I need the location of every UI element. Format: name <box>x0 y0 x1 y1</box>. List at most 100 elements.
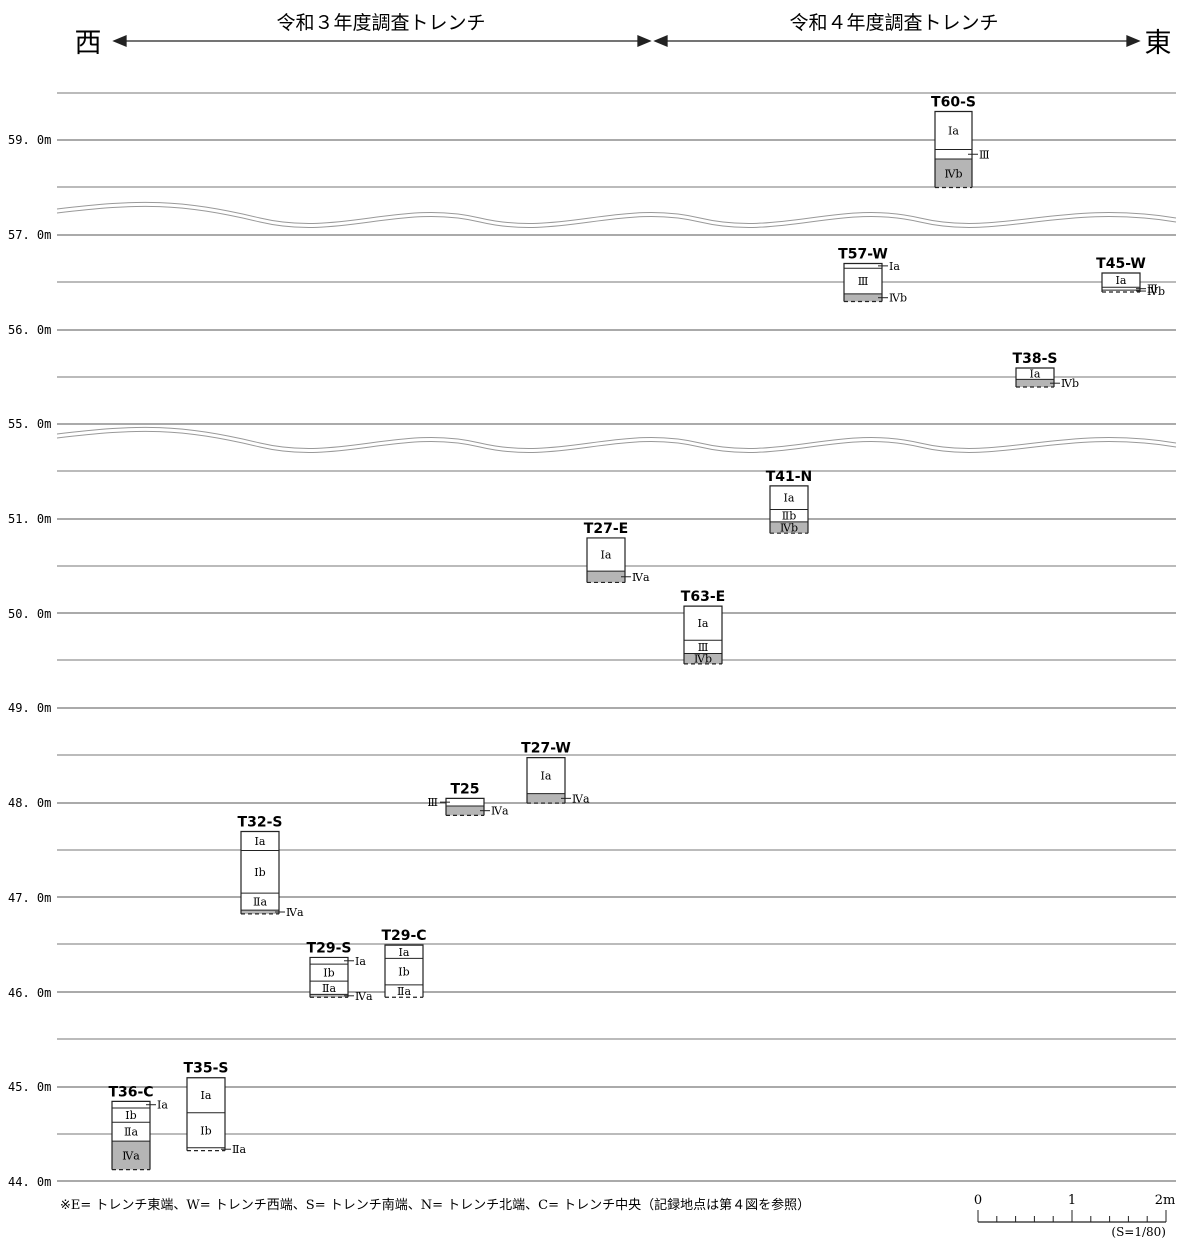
layer-label: Ⅳa <box>286 906 304 919</box>
layer-label: Ⅰa <box>948 125 959 138</box>
west-label: 西 <box>75 28 102 59</box>
trench-columns: T60-SⅠaⅢⅣbT45-WⅠaⅢⅣbT57-WⅠaⅢⅣbT38-SⅠaⅣbT… <box>108 95 1165 1171</box>
trench-t60-s: T60-S Ⅰa Ⅲ Ⅳb <box>931 95 990 189</box>
trench-outline <box>309 956 349 998</box>
trench-outline <box>586 537 626 583</box>
trench-id-label: T60-S <box>931 95 976 111</box>
trench-id-label: T29-C <box>381 928 426 944</box>
trench-id-label: T45-W <box>1096 256 1146 272</box>
layer-fill <box>446 798 484 806</box>
layer-fill <box>684 653 722 664</box>
layer-fill <box>241 850 279 894</box>
layer-label: Ⅱa <box>253 896 267 909</box>
layer-label: Ⅰa <box>201 1089 212 1102</box>
layer-fill <box>935 149 972 159</box>
trench-outline <box>384 944 424 998</box>
layer-fill <box>684 606 722 641</box>
elevation-label: 45. 0m <box>8 1080 51 1094</box>
layer-label: Ⅱa <box>322 982 336 995</box>
elevation-label: 47. 0m <box>8 891 51 905</box>
layer-label: Ⅳa <box>572 792 590 805</box>
layer-fill <box>587 571 625 583</box>
layer-fill <box>310 964 348 982</box>
footnote: ※E= トレンチ東端、W= トレンチ西端、S= トレンチ南端、N= トレンチ北端… <box>60 1197 810 1213</box>
layer-fill <box>241 910 279 914</box>
layer-label: Ⅳb <box>694 653 712 666</box>
layer-label: Ⅰa <box>601 549 612 562</box>
layer-label: Ⅳa <box>355 990 373 1003</box>
trench-outline <box>526 757 566 804</box>
layer-label: Ⅱa <box>232 1143 246 1156</box>
scale-bar: 0 1 2m (S=1/80) <box>974 1193 1175 1239</box>
layer-label: Ⅳb <box>944 167 962 180</box>
trench-id-label: T63-E <box>681 589 725 605</box>
layer-label: Ⅳb <box>780 522 798 535</box>
trench-outline <box>240 830 280 914</box>
elevation-label: 46. 0m <box>8 986 51 1000</box>
layer-fill <box>935 111 972 150</box>
layer-fill <box>844 268 882 294</box>
layer-label: Ⅳb <box>1147 285 1165 298</box>
layer-label: Ⅳb <box>1061 377 1079 390</box>
layer-fill <box>112 1101 150 1109</box>
layer-label: Ⅲ <box>698 641 709 654</box>
layer-label: Ⅰb <box>200 1124 211 1137</box>
layer-fill <box>446 805 484 816</box>
elevation-label: 49. 0m <box>8 701 51 715</box>
trench-outline <box>111 1100 151 1170</box>
layer-label: Ⅳa <box>632 571 650 584</box>
trench-outline <box>186 1077 226 1151</box>
trench-outline <box>769 485 809 534</box>
layer-fill <box>310 981 348 995</box>
trench-t57-w: T57-WⅠa Ⅲ Ⅳb <box>838 247 907 305</box>
layer-fill <box>770 509 808 522</box>
layer-fill <box>1102 287 1140 291</box>
scale-ratio: (S=1/80) <box>1111 1225 1166 1239</box>
period-arrow-r3 <box>112 35 652 47</box>
trench-id-label: T36-C <box>108 1084 153 1100</box>
layer-label: Ⅳa <box>122 1149 140 1162</box>
trench-outline <box>934 110 973 188</box>
trench-id-label: T57-W <box>838 247 888 263</box>
trench-id-label: T35-S <box>184 1061 229 1077</box>
layer-fill <box>112 1122 150 1142</box>
trench-id-label: T29-S <box>307 940 352 956</box>
trench-outline <box>445 797 485 816</box>
layer-label: Ⅱb <box>782 510 797 523</box>
layer-fill <box>844 293 882 302</box>
layer-label: Ⅲ <box>979 148 990 161</box>
layer-label: Ⅰa <box>889 260 900 273</box>
trench-t29-c: T29-C Ⅰa Ⅰb Ⅱa <box>381 928 426 998</box>
layer-fill <box>527 793 565 804</box>
scale-break-upper <box>56 201 1177 228</box>
layer-fill <box>684 640 722 654</box>
scale-ticks <box>977 1210 1167 1223</box>
trench-id-label: T27-E <box>584 521 628 537</box>
layer-label: Ⅰa <box>541 770 552 783</box>
scale-tick-label: 2m <box>1155 1193 1176 1208</box>
layer-fill <box>187 1147 225 1151</box>
layer-fill <box>935 159 972 188</box>
elevation-label: 51. 0m <box>8 512 51 526</box>
trench-id-label: T41-N <box>766 469 813 485</box>
elevation-label: 50. 0m <box>8 607 51 621</box>
elevation-label: 59. 0m <box>8 133 51 147</box>
layer-fill <box>844 263 882 269</box>
trench-id-label: T32-S <box>238 815 283 831</box>
layer-fill <box>770 485 808 510</box>
trench-id-label: T25 <box>450 781 479 797</box>
layer-label: Ⅰa <box>157 1099 168 1112</box>
layer-label: Ⅰb <box>254 866 265 879</box>
layer-fill <box>527 757 565 794</box>
layer-fill <box>241 831 279 851</box>
period-arrow-r4 <box>653 35 1141 47</box>
layer-label: Ⅳa <box>491 805 509 818</box>
layer-label: Ⅰa <box>784 492 795 505</box>
layer-label: Ⅰa <box>255 835 266 848</box>
trench-t27-w: T27-W Ⅰa Ⅳa <box>521 741 590 806</box>
layer-label: Ⅰa <box>698 617 709 630</box>
elevation-labels: 59. 0m 57. 0m 56. 0m 55. 0m 51. 0m 50. 0… <box>8 133 51 1189</box>
